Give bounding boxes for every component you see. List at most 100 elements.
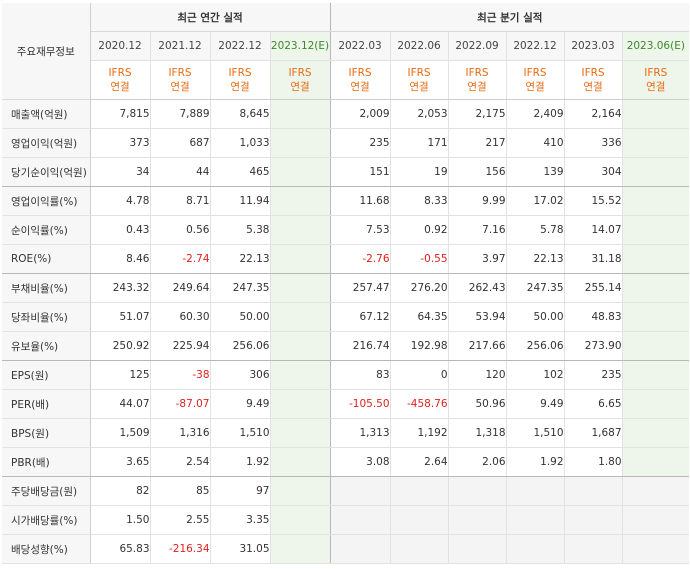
annual-value-cell: 31.05	[209, 534, 270, 564]
quarterly-value-cell: 217.66	[447, 331, 507, 361]
annual-value-cell: 2.55	[149, 505, 210, 535]
quarterly-value-cell	[621, 389, 690, 419]
period-annual-2: 2022.12	[209, 31, 270, 61]
ifrs-label: IFRS	[288, 67, 312, 79]
quarterly-value-cell	[621, 302, 690, 332]
annual-value-cell: 8.46	[89, 244, 150, 274]
annual-value-cell: -216.34	[149, 534, 210, 564]
ifrs-label: IFRS	[348, 67, 372, 79]
quarterly-value-cell: 171	[389, 128, 449, 158]
quarterly-value-cell: 11.68	[329, 186, 391, 216]
quarterly-value-cell: 83	[329, 360, 391, 390]
quarterly-value-cell	[621, 505, 690, 535]
quarterly-value-cell	[621, 99, 690, 129]
row-label: BPS(원)	[2, 418, 91, 448]
annual-value-cell	[269, 186, 331, 216]
annual-value-cell: 50.00	[209, 302, 270, 332]
annual-value-cell: -2.74	[149, 244, 210, 274]
annual-value-cell	[269, 302, 331, 332]
annual-value-cell: 2.54	[149, 447, 210, 477]
consolidated-label: 연결	[290, 81, 310, 93]
consolidated-label: 연결	[230, 81, 250, 93]
financial-summary-table: 주요재무정보 최근 연간 실적 최근 분기 실적 2020.12 2021.12 2…	[2, 3, 690, 564]
annual-value-cell	[269, 215, 331, 245]
table-row: 시가배당률(%) 1.50 2.55 3.35	[2, 505, 690, 535]
quarterly-value-cell: 1.92	[505, 447, 565, 477]
consolidated-label: 연결	[170, 81, 190, 93]
table-row: 부채비율(%) 243.32 249.64 247.35 257.47 276.20 262…	[2, 273, 690, 303]
quarterly-value-cell	[447, 476, 507, 506]
ifrs-cell: IFRS 연결	[89, 60, 150, 100]
quarterly-value-cell: 273.90	[563, 331, 623, 361]
row-label: 유보율(%)	[2, 331, 91, 361]
quarterly-value-cell	[621, 534, 690, 564]
annual-value-cell: 3.35	[209, 505, 270, 535]
annual-value-cell: 250.92	[89, 331, 150, 361]
quarterly-value-cell	[329, 505, 391, 535]
annual-value-cell: 1.50	[89, 505, 150, 535]
quarterly-value-cell: 102	[505, 360, 565, 390]
table-row: PER(배) 44.07 -87.07 9.49 -105.50 -458.76 50.96…	[2, 389, 690, 419]
quarterly-value-cell: 336	[563, 128, 623, 158]
period-annual-0: 2020.12	[89, 31, 150, 61]
row-label: 매출액(억원)	[2, 99, 91, 129]
quarterly-value-cell: 3.08	[329, 447, 391, 477]
quarterly-value-cell: 2.64	[389, 447, 449, 477]
quarterly-value-cell	[621, 128, 690, 158]
annual-value-cell: -87.07	[149, 389, 210, 419]
annual-value-cell: 1,033	[209, 128, 270, 158]
quarterly-value-cell	[389, 534, 449, 564]
annual-value-cell: 125	[89, 360, 150, 390]
quarterly-value-cell	[621, 157, 690, 187]
quarterly-value-cell	[505, 505, 565, 535]
table-row: BPS(원) 1,509 1,316 1,510 1,313 1,192 1,318 1,51…	[2, 418, 690, 448]
row-label: 주당배당금(원)	[2, 476, 91, 506]
table-row: 주당배당금(원) 82 85 97	[2, 476, 690, 506]
annual-value-cell: 44.07	[89, 389, 150, 419]
period-annual-3: 2023.12(E)	[269, 31, 331, 61]
quarterly-value-cell: 0	[389, 360, 449, 390]
quarterly-value-cell	[621, 331, 690, 361]
quarterly-value-cell: 256.06	[505, 331, 565, 361]
ifrs-cell: IFRS 연결	[563, 60, 623, 100]
row-label: 순이익률(%)	[2, 215, 91, 245]
annual-value-cell: 306	[209, 360, 270, 390]
quarterly-value-cell: 50.00	[505, 302, 565, 332]
quarterly-value-cell: 156	[447, 157, 507, 187]
quarterly-value-cell: 151	[329, 157, 391, 187]
quarterly-value-cell	[505, 534, 565, 564]
table-body: 매출액(억원) 7,815 7,889 8,645 2,009 2,053 2,175 2,4…	[2, 99, 690, 564]
annual-value-cell	[269, 273, 331, 303]
row-label: 영업이익(억원)	[2, 128, 91, 158]
ifrs-label: IFRS	[465, 67, 489, 79]
annual-value-cell: 22.13	[209, 244, 270, 274]
quarterly-value-cell: 2,053	[389, 99, 449, 129]
annual-value-cell	[269, 418, 331, 448]
annual-value-cell: -38	[149, 360, 210, 390]
annual-value-cell	[269, 128, 331, 158]
quarterly-value-cell: 216.74	[329, 331, 391, 361]
quarterly-value-cell: 8.33	[389, 186, 449, 216]
annual-value-cell: 82	[89, 476, 150, 506]
ifrs-label: IFRS	[407, 67, 431, 79]
ifrs-cell: IFRS 연결	[621, 60, 690, 100]
annual-value-cell: 97	[209, 476, 270, 506]
quarterly-value-cell	[447, 534, 507, 564]
quarterly-value-cell	[447, 505, 507, 535]
quarterly-value-cell: 5.78	[505, 215, 565, 245]
row-label: 영업이익률(%)	[2, 186, 91, 216]
annual-value-cell: 256.06	[209, 331, 270, 361]
quarterly-value-cell: 2,409	[505, 99, 565, 129]
quarterly-value-cell	[563, 534, 623, 564]
quarterly-value-cell: -2.76	[329, 244, 391, 274]
quarterly-value-cell: 1,510	[505, 418, 565, 448]
ifrs-cell: IFRS 연결	[269, 60, 331, 100]
annual-value-cell: 51.07	[89, 302, 150, 332]
ifrs-label: IFRS	[228, 67, 252, 79]
quarterly-value-cell	[621, 273, 690, 303]
annual-value-cell	[269, 360, 331, 390]
annual-title: 최근 연간 실적	[90, 3, 331, 32]
annual-value-cell: 5.38	[209, 215, 270, 245]
quarterly-value-cell: 2.06	[447, 447, 507, 477]
quarterly-value-cell: 1.80	[563, 447, 623, 477]
